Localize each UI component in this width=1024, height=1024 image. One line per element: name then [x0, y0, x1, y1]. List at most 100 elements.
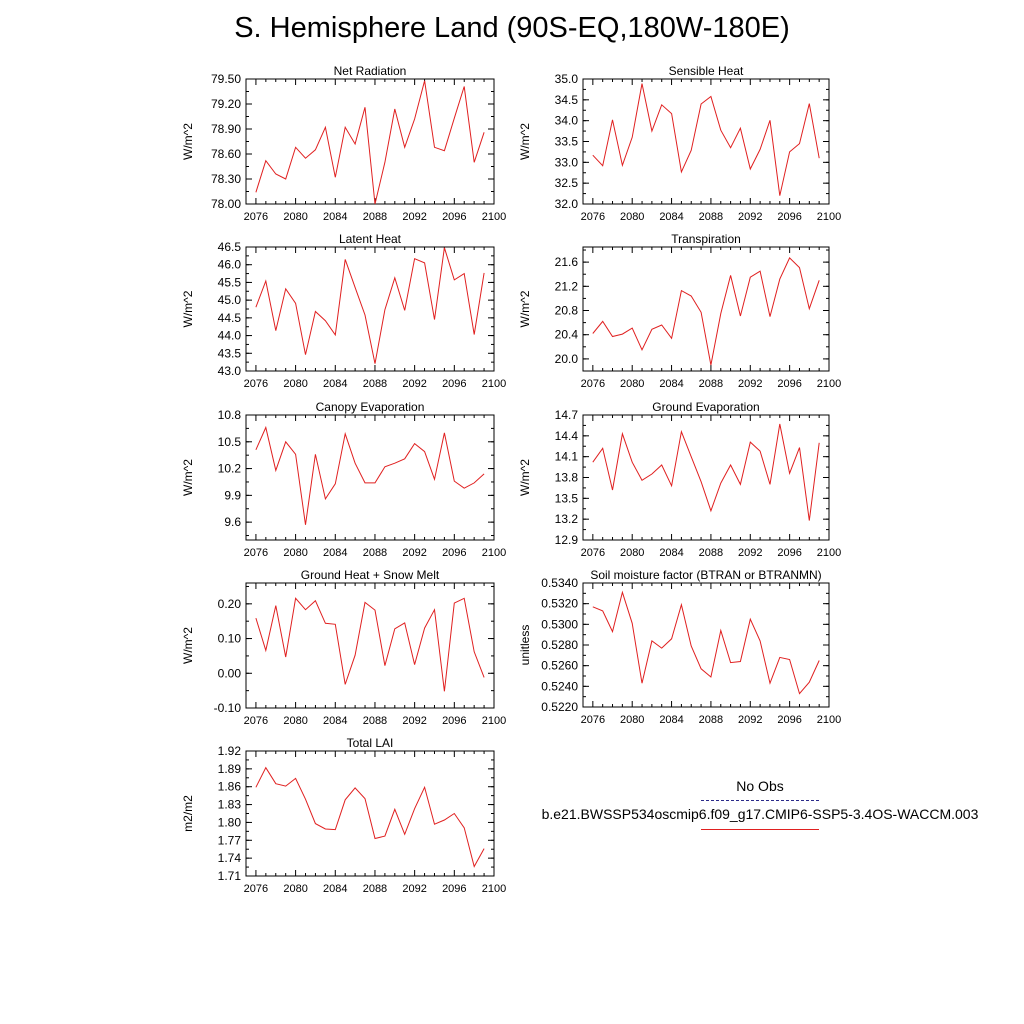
x-tick-label: 2084 [323, 378, 347, 390]
panel-title: Ground Evaporation [652, 400, 759, 414]
y-tick-label: 1.71 [218, 869, 242, 883]
x-tick-label: 2092 [402, 715, 426, 727]
y-tick-label: 0.10 [218, 632, 242, 646]
y-tick-label: 79.20 [211, 97, 241, 111]
x-tick-label: 2096 [777, 211, 801, 223]
panel-9: Total LAI m2/m2 2076 2080 2084 2088 2092 2096 21… [181, 736, 506, 895]
x-tick-label: 2084 [659, 547, 683, 559]
y-tick-label: 9.9 [224, 488, 241, 502]
x-tick-label: 2092 [402, 547, 426, 559]
x-tick-label: 2092 [402, 211, 426, 223]
x-tick-label: 2092 [738, 378, 762, 390]
x-tick-label: 2100 [817, 547, 841, 559]
x-tick-label: 2080 [620, 378, 644, 390]
plot-frame [245, 582, 495, 709]
series-line [592, 257, 820, 366]
y-tick-label: 0.5260 [541, 659, 578, 673]
x-tick-label: 2092 [738, 211, 762, 223]
y-axis-label: W/m^2 [181, 627, 195, 664]
x-tick-label: 2076 [244, 883, 268, 895]
x-tick-label: 2096 [442, 883, 466, 895]
y-tick-label: 20.8 [555, 304, 579, 318]
x-tick-label: 2084 [323, 211, 347, 223]
y-axis-label: unitless [518, 625, 532, 666]
y-tick-label: 44.0 [218, 329, 242, 343]
x-tick-label: 2100 [482, 378, 506, 390]
y-axis-label: W/m^2 [518, 290, 532, 327]
x-tick-label: 2088 [699, 378, 723, 390]
panel-5: Canopy Evaporation W/m^2 2076 2080 2084 2088 2… [181, 400, 506, 559]
panel-title: Canopy Evaporation [316, 400, 425, 414]
x-tick-label: 2096 [777, 714, 801, 726]
y-axis-label: W/m^2 [181, 459, 195, 496]
x-tick-label: 2076 [244, 547, 268, 559]
y-tick-label: 12.9 [555, 533, 579, 547]
panel-title: Net Radiation [334, 64, 407, 78]
panel-title: Sensible Heat [669, 64, 744, 78]
y-axis-label: W/m^2 [181, 290, 195, 327]
x-tick-label: 2076 [244, 378, 268, 390]
plot-frame [582, 78, 830, 205]
x-tick-label: 2088 [699, 547, 723, 559]
series-line [255, 597, 485, 692]
series-line [255, 80, 485, 205]
y-tick-label: 1.92 [218, 744, 242, 758]
x-tick-label: 2084 [323, 883, 347, 895]
x-tick-label: 2100 [817, 714, 841, 726]
panel-2: Sensible Heat W/m^2 2076 2080 2084 2088 2092 20… [518, 64, 841, 223]
y-tick-label: 0.5240 [541, 679, 578, 693]
panel-title: Soil moisture factor (BTRAN or BTRANMN) [590, 568, 821, 582]
x-tick-label: 2100 [482, 211, 506, 223]
x-tick-label: 2080 [620, 714, 644, 726]
series-line [255, 247, 485, 364]
x-tick-label: 2084 [323, 715, 347, 727]
y-tick-label: -0.10 [214, 701, 242, 715]
x-tick-label: 2100 [482, 715, 506, 727]
panel-1: Net Radiation W/m^2 2076 2080 2084 2088 2092 20… [181, 64, 506, 223]
y-tick-label: 21.2 [555, 279, 579, 293]
y-tick-label: 45.5 [218, 275, 242, 289]
series-line [592, 590, 820, 695]
y-tick-label: 35.0 [555, 72, 579, 86]
x-tick-label: 2096 [442, 211, 466, 223]
panel-3: Latent Heat W/m^2 2076 2080 2084 2088 2092 2096… [181, 232, 506, 390]
x-tick-label: 2100 [817, 378, 841, 390]
legend-obs-line [701, 800, 819, 801]
x-tick-label: 2100 [482, 883, 506, 895]
y-tick-label: 13.5 [555, 491, 579, 505]
panel-8: Soil moisture factor (BTRAN or BTRANMN) u… [518, 568, 841, 726]
x-tick-label: 2084 [659, 211, 683, 223]
panel-7: Ground Heat + Snow Melt W/m^2 2076 2080 2084… [181, 568, 506, 727]
panel-6: Ground Evaporation W/m^2 2076 2080 2084 2088 2… [518, 400, 841, 559]
y-tick-label: 1.83 [218, 798, 242, 812]
x-tick-label: 2100 [482, 547, 506, 559]
figure-title: S. Hemisphere Land (90S-EQ,180W-180E) [234, 12, 790, 44]
y-tick-label: 14.1 [555, 450, 579, 464]
x-tick-label: 2100 [817, 211, 841, 223]
x-tick-label: 2076 [581, 211, 605, 223]
y-tick-label: 21.6 [555, 255, 579, 269]
series-line [592, 83, 820, 196]
y-tick-label: 0.5300 [541, 617, 578, 631]
y-tick-label: 13.2 [555, 512, 579, 526]
y-tick-label: 32.0 [555, 197, 579, 211]
y-tick-label: 0.5280 [541, 638, 578, 652]
y-tick-label: 1.89 [218, 762, 242, 776]
y-tick-label: 0.5340 [541, 576, 578, 590]
y-axis-label: W/m^2 [518, 123, 532, 160]
y-tick-label: 33.0 [555, 155, 579, 169]
x-tick-label: 2088 [363, 378, 387, 390]
y-axis-label: m2/m2 [181, 795, 195, 832]
x-tick-label: 2096 [442, 547, 466, 559]
y-tick-label: 10.2 [218, 462, 242, 476]
legend-obs-label: No Obs [736, 778, 784, 794]
plot-frame [245, 750, 495, 877]
y-tick-label: 0.5320 [541, 597, 578, 611]
x-tick-label: 2080 [620, 211, 644, 223]
panel-title: Latent Heat [339, 232, 402, 246]
panel-title: Total LAI [347, 736, 394, 750]
legend-case-label: b.e21.BWSSP534oscmip6.f09_g17.CMIP6-SSP5… [541, 806, 979, 822]
y-tick-label: 78.90 [211, 122, 241, 136]
x-tick-label: 2088 [363, 211, 387, 223]
y-tick-label: 14.7 [555, 408, 579, 422]
